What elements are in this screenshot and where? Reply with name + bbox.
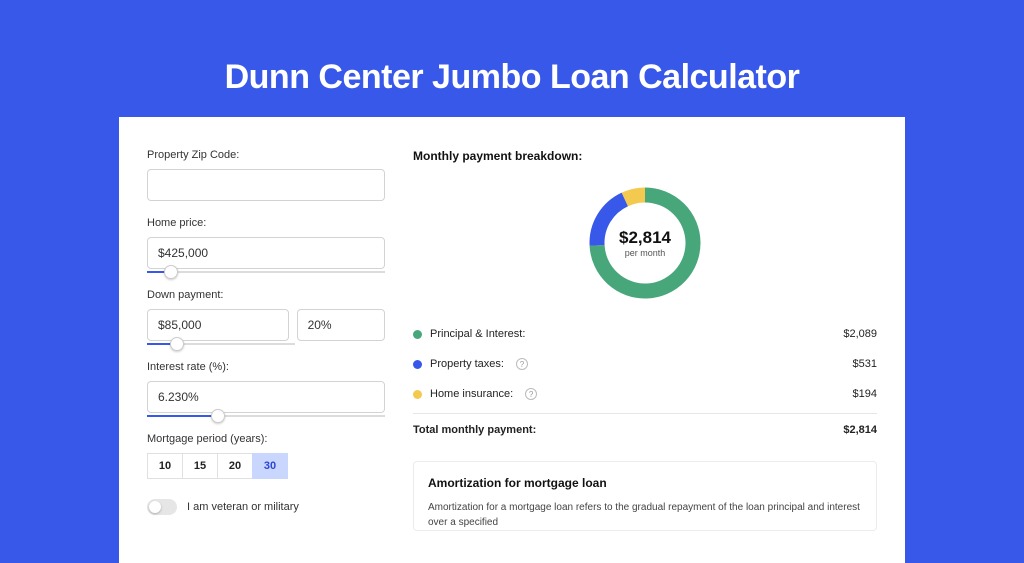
form-panel: Property Zip Code: Home price: Down paym… [147, 149, 385, 531]
period-btn-10[interactable]: 10 [147, 453, 183, 479]
donut-wrap: $2,814 per month [413, 173, 877, 319]
breakdown-label: Property taxes: [430, 358, 504, 370]
breakdown-label: Home insurance: [430, 388, 513, 400]
info-icon[interactable]: ? [525, 388, 537, 400]
amortization-text: Amortization for a mortgage loan refers … [428, 500, 862, 530]
interest-label: Interest rate (%): [147, 361, 385, 373]
breakdown-value: $194 [853, 388, 877, 400]
down-payment-label: Down payment: [147, 289, 385, 301]
veteran-toggle[interactable] [147, 499, 177, 515]
page-title: Dunn Center Jumbo Loan Calculator [0, 0, 1024, 117]
veteran-label: I am veteran or military [187, 501, 299, 513]
home-price-input[interactable] [147, 237, 385, 269]
amortization-card: Amortization for mortgage loan Amortizat… [413, 461, 877, 531]
period-btn-30[interactable]: 30 [252, 453, 288, 479]
interest-field: Interest rate (%): [147, 361, 385, 417]
veteran-row: I am veteran or military [147, 499, 385, 515]
breakdown-row: Principal & Interest: $2,089 [413, 319, 877, 349]
donut-sublabel: per month [625, 248, 666, 258]
slider-thumb[interactable] [164, 265, 178, 279]
mortgage-period-buttons: 10152030 [147, 453, 385, 479]
legend-dot [413, 360, 422, 369]
home-price-slider[interactable] [147, 271, 385, 273]
legend-dot [413, 330, 422, 339]
legend-dot [413, 390, 422, 399]
period-btn-20[interactable]: 20 [217, 453, 253, 479]
breakdown-value: $2,089 [843, 328, 877, 340]
toggle-knob [149, 501, 161, 513]
interest-slider[interactable] [147, 415, 385, 417]
down-payment-field: Down payment: [147, 289, 385, 345]
breakdown-row: Property taxes:? $531 [413, 349, 877, 379]
down-payment-amount-input[interactable] [147, 309, 289, 341]
slider-thumb[interactable] [211, 409, 225, 423]
down-payment-percent-input[interactable] [297, 309, 385, 341]
breakdown-title: Monthly payment breakdown: [413, 149, 877, 163]
zip-input[interactable] [147, 169, 385, 201]
donut-center: $2,814 per month [581, 179, 709, 307]
zip-label: Property Zip Code: [147, 149, 385, 161]
slider-thumb[interactable] [170, 337, 184, 351]
period-btn-15[interactable]: 15 [182, 453, 218, 479]
payment-donut-chart: $2,814 per month [581, 179, 709, 307]
total-label: Total monthly payment: [413, 424, 536, 436]
breakdown-row: Home insurance:? $194 [413, 379, 877, 409]
breakdown-panel: Monthly payment breakdown: $2,814 per mo… [413, 149, 877, 531]
breakdown-label: Principal & Interest: [430, 328, 525, 340]
info-icon[interactable]: ? [516, 358, 528, 370]
breakdown-value: $531 [853, 358, 877, 370]
breakdown-total-row: Total monthly payment: $2,814 [413, 413, 877, 445]
home-price-field: Home price: [147, 217, 385, 273]
home-price-label: Home price: [147, 217, 385, 229]
zip-field: Property Zip Code: [147, 149, 385, 201]
calculator-card: Property Zip Code: Home price: Down paym… [119, 117, 905, 563]
mortgage-period-label: Mortgage period (years): [147, 433, 385, 445]
interest-input[interactable] [147, 381, 385, 413]
mortgage-period-field: Mortgage period (years): 10152030 [147, 433, 385, 479]
total-value: $2,814 [843, 424, 877, 436]
amortization-title: Amortization for mortgage loan [428, 476, 862, 490]
down-payment-slider[interactable] [147, 343, 295, 345]
donut-amount: $2,814 [619, 228, 671, 248]
